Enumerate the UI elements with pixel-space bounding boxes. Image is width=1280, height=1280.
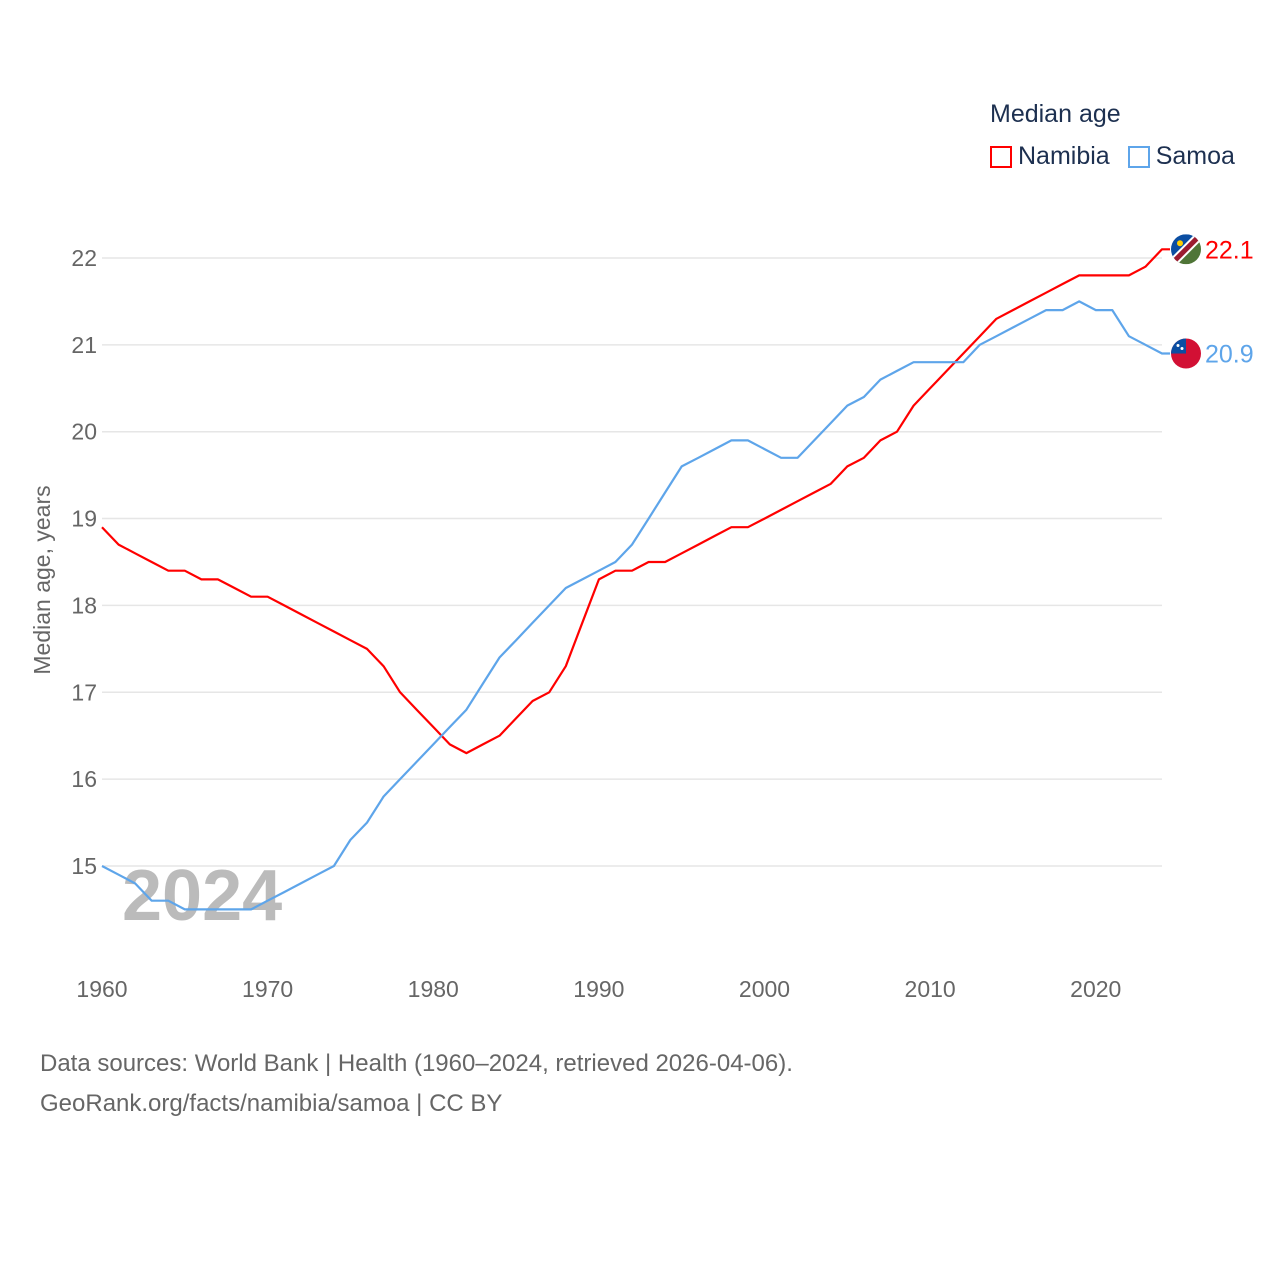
source-link[interactable]: GeoRank.org/facts/namibia/samoa | CC BY [40,1090,503,1117]
y-axis-ticks: 15 16 17 18 19 20 21 22 [71,245,97,879]
y-tick-label: 17 [71,679,97,705]
y-tick-label: 18 [71,592,97,618]
y-tick-label: 21 [71,332,97,358]
y-axis-label: Median age, years [29,485,55,674]
legend-item-namibia[interactable]: Namibia [990,142,1110,171]
x-tick-label: 1970 [242,976,293,1002]
namibia-swatch [990,145,1012,168]
y-tick-label: 15 [71,853,97,879]
y-tick-label: 22 [71,245,97,271]
legend: Namibia Samoa [990,142,1235,171]
series-lines [101,248,1170,911]
x-tick-label: 1960 [76,976,127,1002]
y-tick-label: 20 [71,419,97,445]
x-tick-label: 2010 [905,976,956,1002]
data-source-text: Data sources: World Bank | Health (1960–… [40,1050,793,1077]
samoa-flag-icon [1171,338,1201,369]
end-value-label: 20.9 [1205,341,1254,369]
series-line-namibia [101,248,1170,755]
x-axis-ticks: 1960 1970 1980 1990 2000 2010 2020 [76,976,1121,1002]
samoa-swatch [1127,145,1150,168]
x-tick-label: 2020 [1070,976,1121,1002]
x-tick-label: 1990 [573,976,624,1002]
end-value-label: 22.1 [1205,236,1254,264]
legend-title: Median age [990,100,1121,128]
namibia-flag-icon [1171,234,1201,265]
y-tick-label: 19 [71,506,97,532]
footer: Data sources: World Bank | Health (1960–… [40,1044,793,1124]
gridlines [102,257,1162,867]
y-tick-label: 16 [71,766,97,792]
x-tick-label: 2000 [739,976,790,1002]
legend-item-samoa[interactable]: Samoa [1127,142,1235,171]
legend-label: Namibia [1018,142,1110,170]
legend-label: Samoa [1155,142,1235,170]
end-labels: 22.1 20.9 [1171,234,1254,369]
series-line-samoa [101,300,1170,911]
x-tick-label: 1980 [408,976,459,1002]
